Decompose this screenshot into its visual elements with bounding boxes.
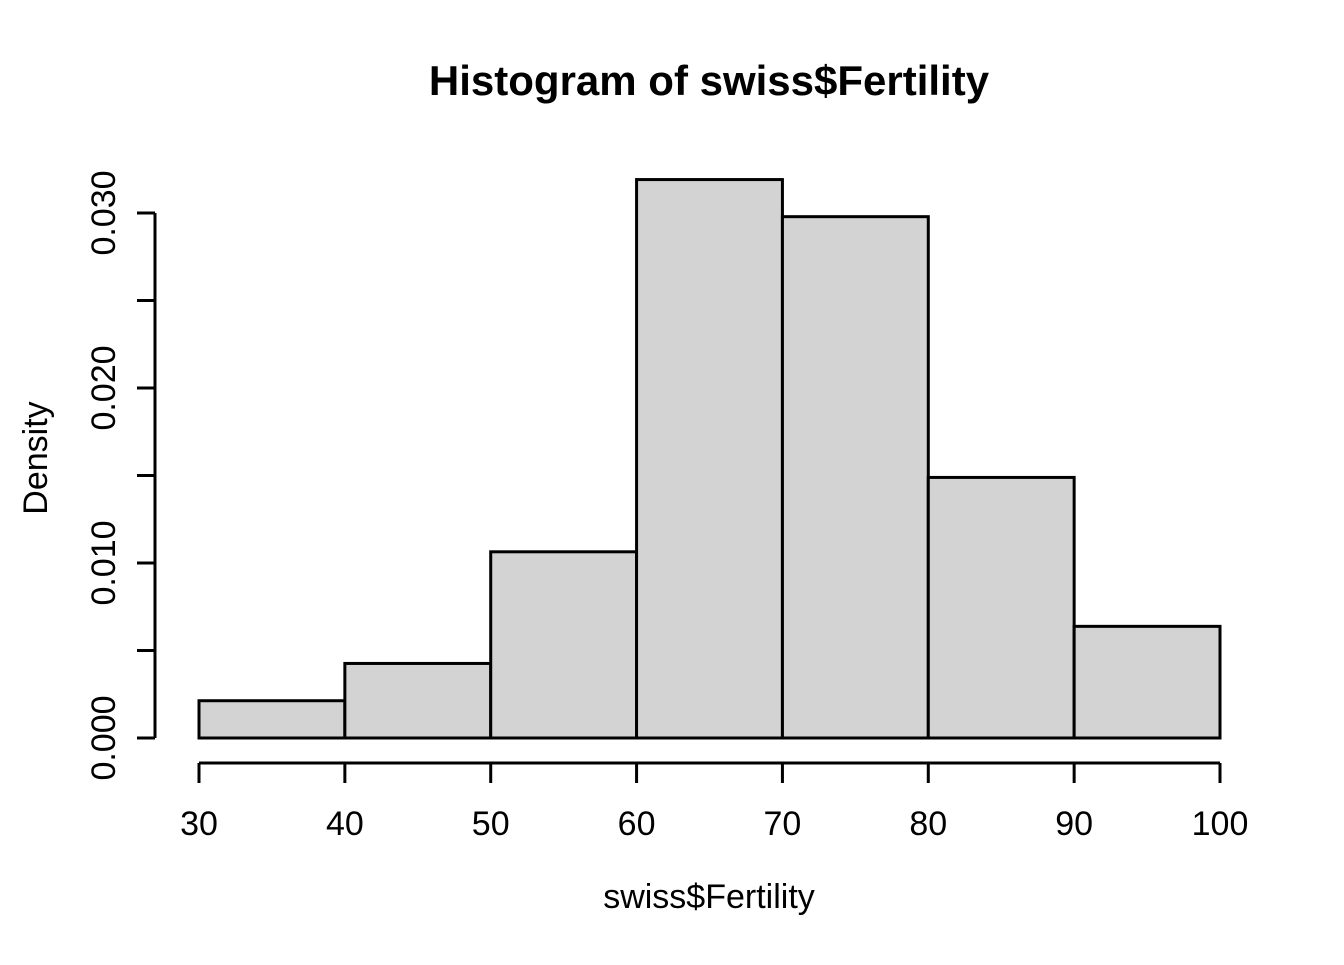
- y-axis-tick-label: 0.000: [85, 695, 123, 780]
- y-axis-tick-label: 0.020: [85, 345, 123, 430]
- x-axis-title: swiss$Fertility: [603, 878, 815, 916]
- histogram-bar: [489, 550, 639, 740]
- x-axis: 30 40 50 60 70 80 90 100: [180, 761, 1249, 843]
- x-axis-tick-label: 30: [180, 805, 218, 843]
- x-axis-tick-label: 70: [764, 805, 802, 843]
- y-axis-tick-label: 0.010: [85, 520, 123, 605]
- histogram-bar: [197, 699, 347, 740]
- histogram-bar: [343, 661, 493, 740]
- histogram-bar: [780, 215, 930, 740]
- histogram-bar: [926, 475, 1076, 740]
- x-axis-tick-label: 80: [909, 805, 947, 843]
- y-axis-tick-label: 0.030: [85, 170, 123, 255]
- histogram-bar: [635, 178, 784, 740]
- x-axis-tick-label: 50: [472, 805, 510, 843]
- histogram-bar: [1072, 624, 1222, 740]
- x-axis-tick-label: 40: [326, 805, 364, 843]
- y-axis: 0.000 0.010 0.020 0.030: [85, 170, 157, 781]
- x-axis-tick-label: 100: [1192, 805, 1249, 843]
- histogram-bars: [197, 178, 1222, 740]
- x-axis-tick-label: 60: [618, 805, 656, 843]
- chart-title: Histogram of swiss$Fertility: [429, 57, 990, 104]
- x-axis-tick-label: 90: [1055, 805, 1093, 843]
- y-axis-title: Density: [17, 401, 55, 514]
